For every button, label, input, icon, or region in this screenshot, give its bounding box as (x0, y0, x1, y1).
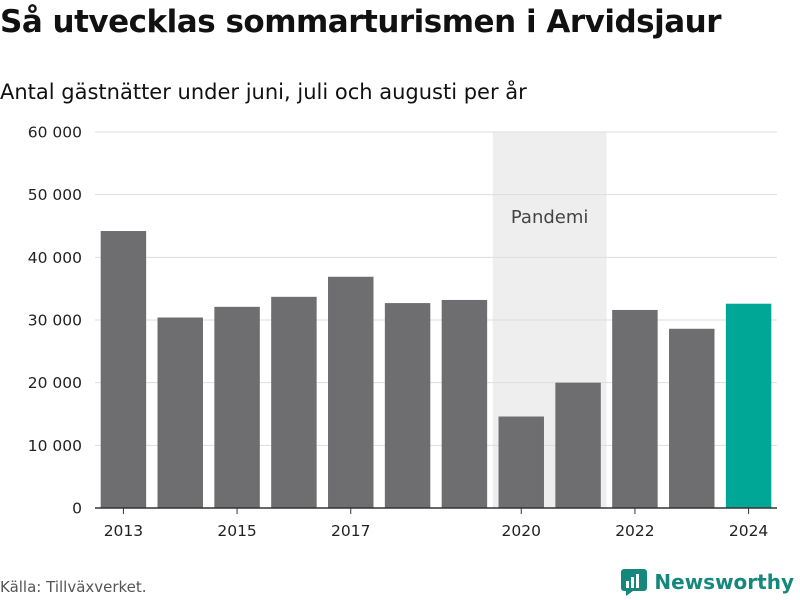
bar-2014 (157, 317, 203, 508)
bar-2021 (555, 382, 601, 508)
y-tick-label: 0 (72, 500, 82, 518)
bar-2023 (669, 328, 715, 508)
bar-2018 (384, 303, 431, 508)
source-note: Källa: Tillväxverket. (0, 578, 147, 596)
y-tick-label: 10 000 (28, 437, 82, 455)
newsworthy-icon (621, 569, 648, 596)
bar-2022 (612, 309, 658, 508)
chart-title: Så utvecklas sommarturismen i Arvidsjaur (0, 4, 722, 40)
y-tick-label: 60 000 (28, 124, 82, 142)
brand-name: Newsworthy (654, 570, 794, 594)
bar-2024 (725, 303, 772, 508)
y-tick-label: 20 000 (28, 374, 82, 392)
y-tick-label: 40 000 (28, 249, 82, 267)
y-tick-label: 30 000 (28, 312, 82, 330)
x-tick-label: 2017 (331, 522, 370, 540)
x-tick-label: 2024 (729, 522, 768, 540)
y-tick-label: 50 000 (28, 186, 82, 204)
newsworthy-logo: Newsworthy (620, 568, 794, 596)
pandemic-label: Pandemi (511, 207, 589, 228)
x-tick-label: 2015 (217, 522, 256, 540)
bar-2013 (100, 231, 147, 508)
bar-2017 (328, 276, 374, 508)
x-tick-label: 2013 (104, 522, 143, 540)
bar-2016 (271, 296, 317, 508)
x-tick-label: 2020 (502, 522, 541, 540)
bar-2020 (498, 416, 544, 508)
chart-subtitle: Antal gästnätter under juni, juli och au… (0, 80, 527, 104)
x-tick-label: 2022 (615, 522, 654, 540)
bar-2019 (441, 299, 488, 508)
bar-2015 (214, 306, 260, 508)
